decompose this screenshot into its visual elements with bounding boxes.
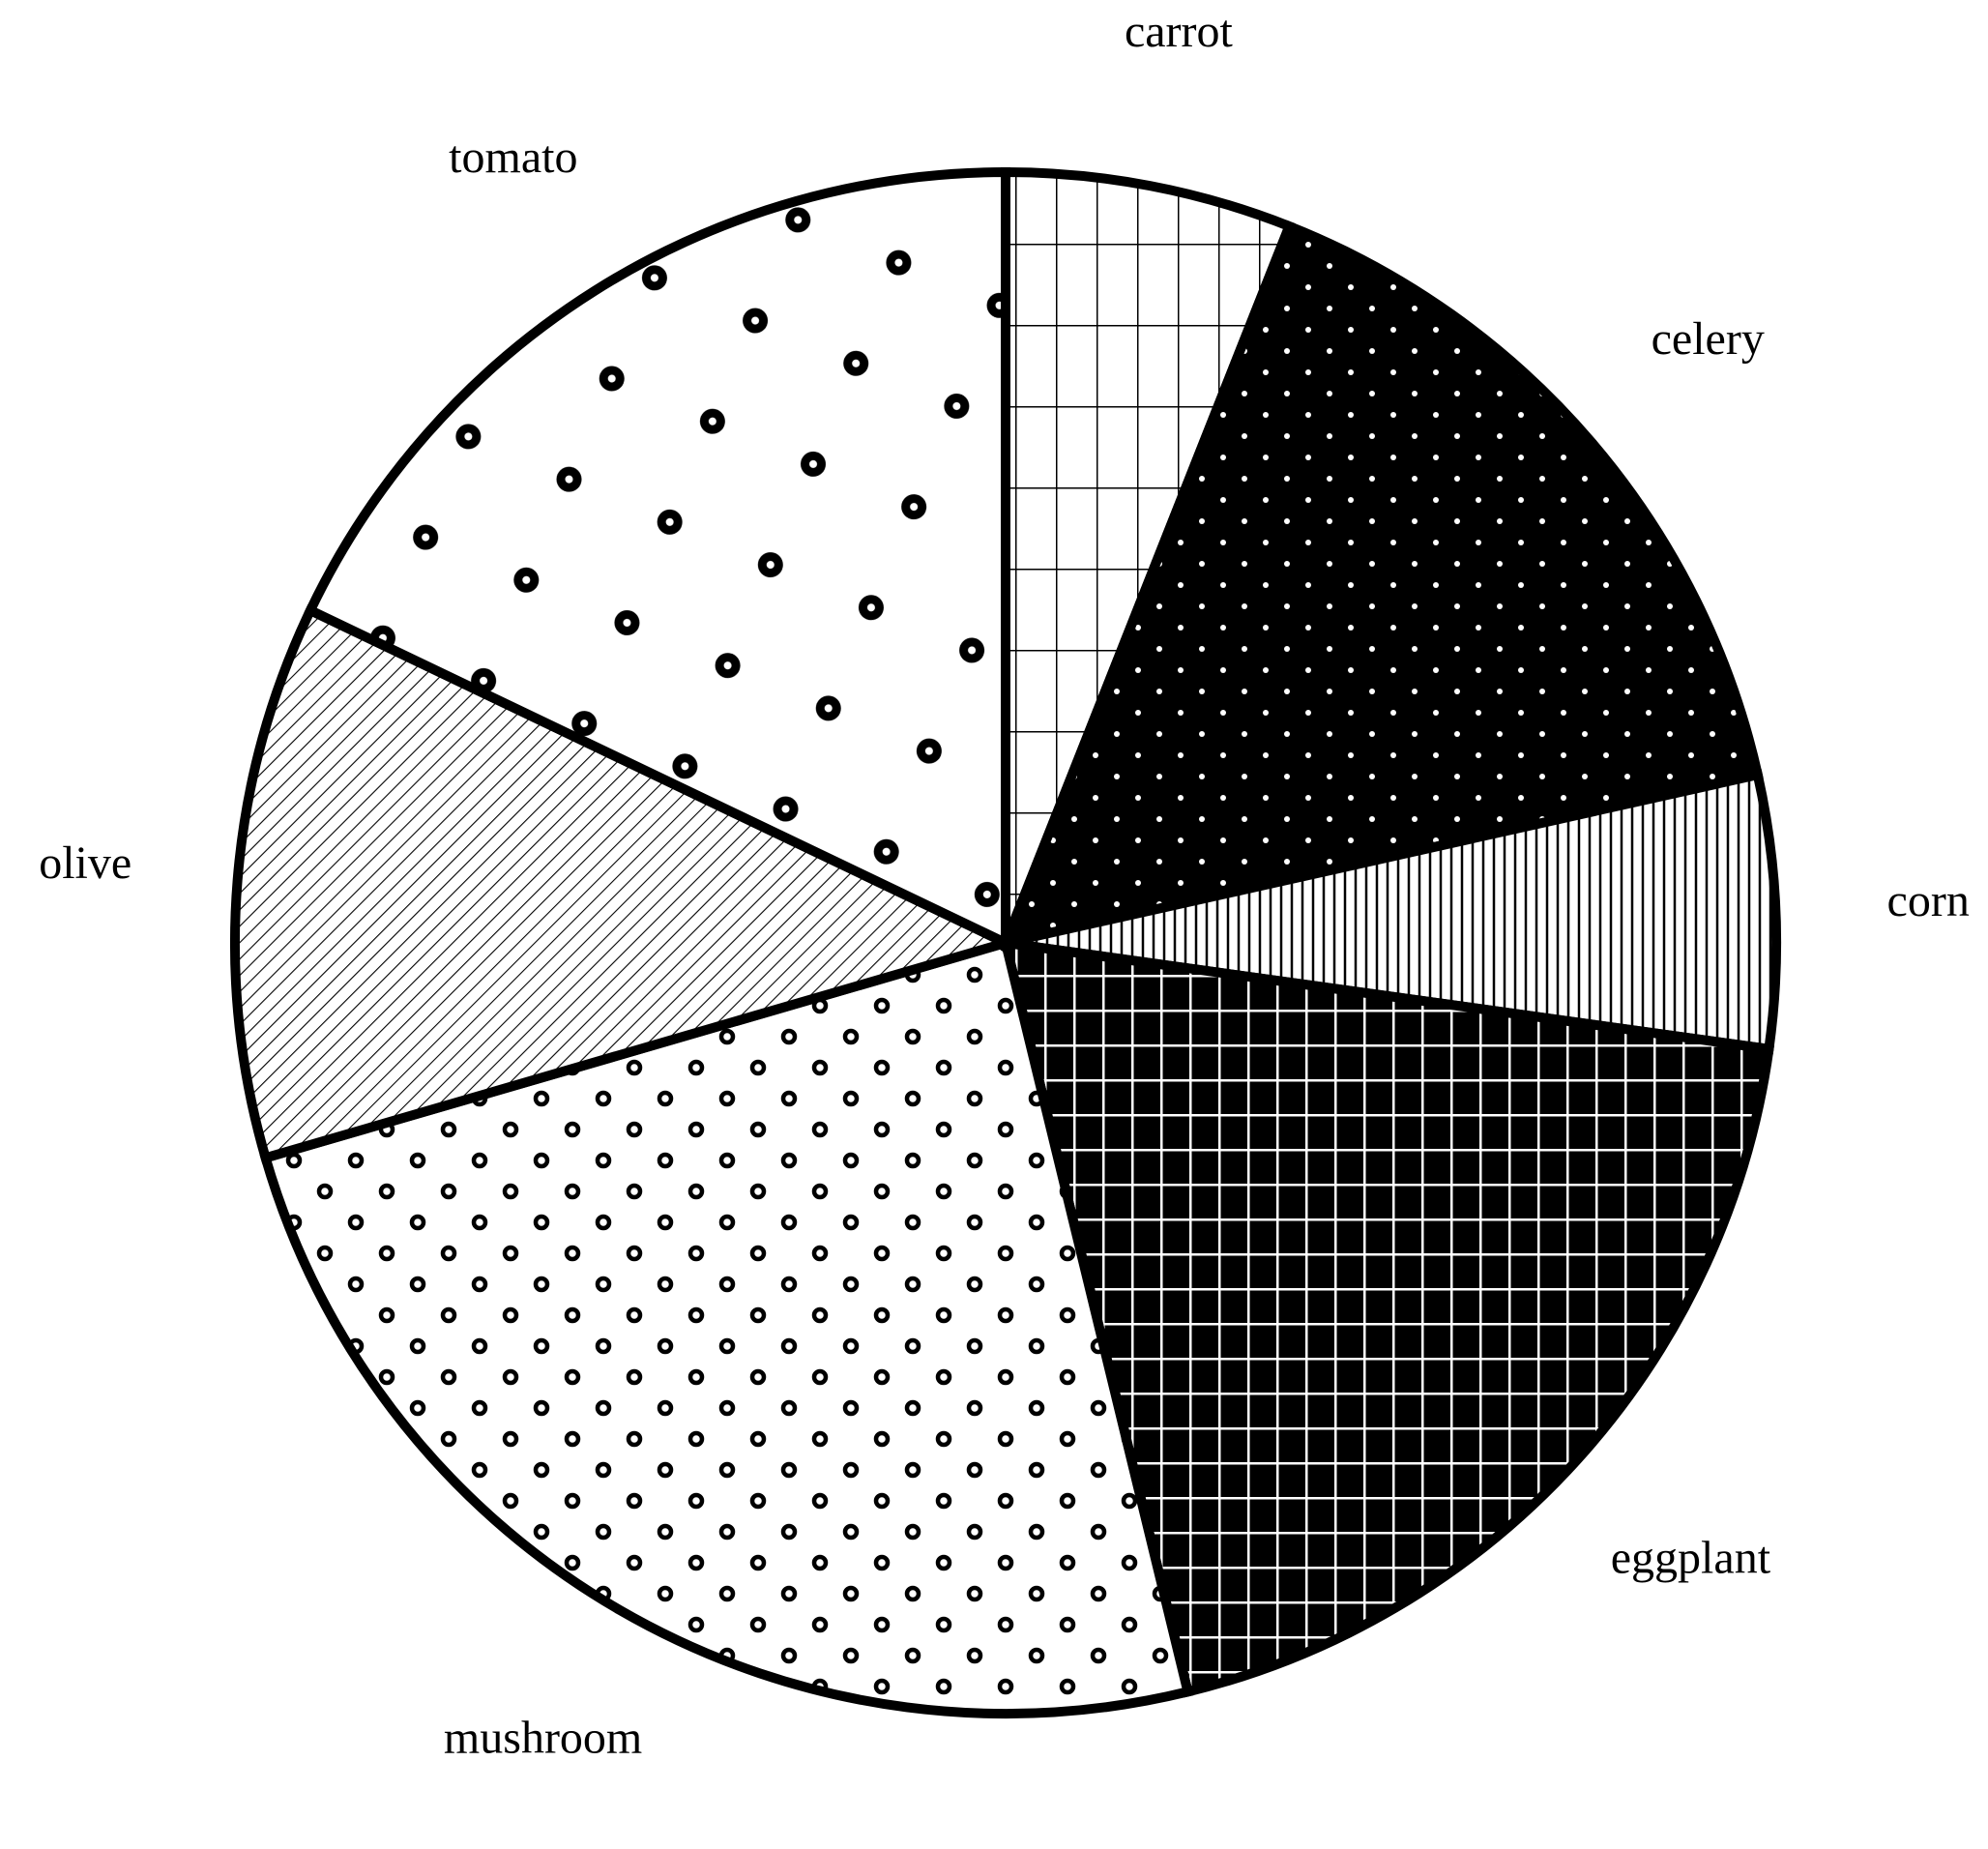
slice-label-celery: celery <box>1652 313 1765 365</box>
slice-label-mushroom: mushroom <box>444 1713 642 1764</box>
pie-slice-corn <box>1004 769 1782 1055</box>
pie-slice-mushroom <box>259 936 1194 1718</box>
slice-label-eggplant: eggplant <box>1611 1533 1771 1584</box>
slice-label-tomato: tomato <box>449 132 577 183</box>
pie-slice-celery <box>997 220 1764 950</box>
pie-slice-tomato <box>304 166 1010 951</box>
pie-slices <box>230 166 1782 1718</box>
pie-labels: carrot celery corn eggplant mushroom olive tom… <box>39 6 1970 1764</box>
slice-label-carrot: carrot <box>1125 6 1234 57</box>
pie-slice-carrot <box>1001 166 1296 945</box>
slice-label-corn: corn <box>1887 875 1970 926</box>
slice-label-olive: olive <box>39 837 132 889</box>
pie-slice-eggplant <box>999 937 1775 1698</box>
pie-slice-olive <box>230 603 1019 1164</box>
